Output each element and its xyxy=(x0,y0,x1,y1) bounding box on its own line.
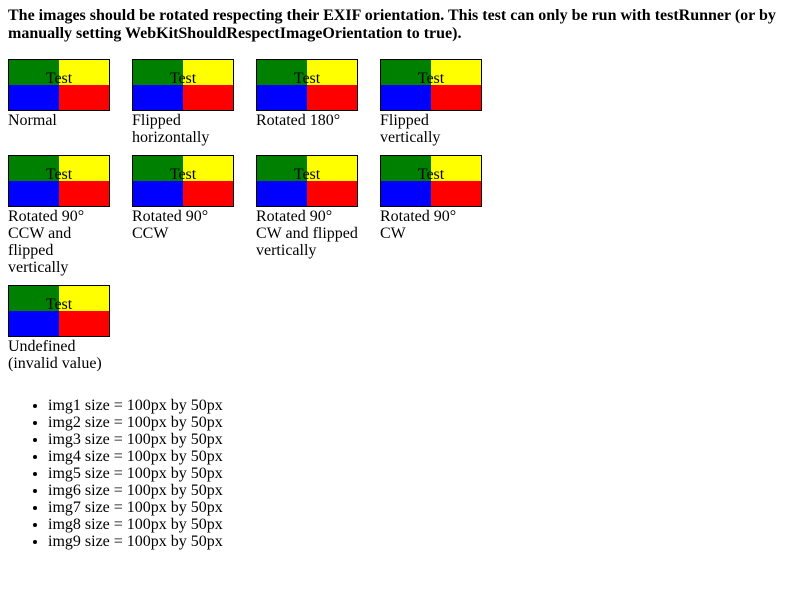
image-label: Test xyxy=(293,70,321,87)
image-cell-1: Test Normal xyxy=(8,59,110,129)
size-list-item: img3 size = 100px by 50px xyxy=(48,431,223,448)
blue-quadrant xyxy=(9,85,59,110)
yellow-quadrant xyxy=(431,156,481,181)
image-size-list: img1 size = 100px by 50px img2 size = 10… xyxy=(8,397,223,550)
size-list-item: img1 size = 100px by 50px xyxy=(48,397,223,414)
image-cell-2: Test Flipped horizontally xyxy=(132,59,234,146)
image-cell-9: Test Undefined (invalid value) xyxy=(8,285,110,372)
blue-quadrant xyxy=(257,85,307,110)
green-quadrant xyxy=(381,156,431,181)
yellow-quadrant xyxy=(59,156,109,181)
blue-quadrant xyxy=(133,181,183,206)
green-quadrant xyxy=(257,156,307,181)
red-quadrant xyxy=(59,311,109,336)
test-image-5: Test xyxy=(8,155,110,207)
red-quadrant xyxy=(307,181,357,206)
test-image-3: Test xyxy=(256,59,358,111)
red-quadrant xyxy=(59,85,109,110)
yellow-quadrant xyxy=(307,60,357,85)
size-list-item: img8 size = 100px by 50px xyxy=(48,516,223,533)
image-label: Test xyxy=(45,296,73,313)
green-quadrant xyxy=(133,60,183,85)
blue-quadrant xyxy=(381,85,431,110)
image-caption: Rotated 180° xyxy=(256,112,341,129)
test-image-6: Test xyxy=(132,155,234,207)
size-list-item: img6 size = 100px by 50px xyxy=(48,482,223,499)
yellow-quadrant xyxy=(183,60,233,85)
test-image-2: Test xyxy=(132,59,234,111)
size-list-item: img4 size = 100px by 50px xyxy=(48,448,223,465)
green-quadrant xyxy=(257,60,307,85)
blue-quadrant xyxy=(9,311,59,336)
image-cell-5: Test Rotated 90° CCW and flipped vertica… xyxy=(8,155,110,276)
yellow-quadrant xyxy=(431,60,481,85)
size-list-item: img2 size = 100px by 50px xyxy=(48,414,223,431)
image-label: Test xyxy=(417,70,445,87)
green-quadrant xyxy=(9,60,59,85)
image-cell-7: Test Rotated 90° CW and flipped vertical… xyxy=(256,155,358,259)
image-label: Test xyxy=(417,166,445,183)
size-list-item: img7 size = 100px by 50px xyxy=(48,499,223,516)
test-image-7: Test xyxy=(256,155,358,207)
image-label: Test xyxy=(45,166,73,183)
blue-quadrant xyxy=(133,85,183,110)
image-cell-4: Test Flipped vertically xyxy=(380,59,482,146)
size-list-item: img9 size = 100px by 50px xyxy=(48,533,223,550)
image-caption: Normal xyxy=(8,112,57,129)
test-image-8: Test xyxy=(380,155,482,207)
image-caption: Rotated 90° CW xyxy=(380,208,457,242)
red-quadrant xyxy=(183,85,233,110)
test-image-4: Test xyxy=(380,59,482,111)
image-caption: Rotated 90° CW and flipped vertically xyxy=(256,208,358,259)
yellow-quadrant xyxy=(183,156,233,181)
size-list-item: img5 size = 100px by 50px xyxy=(48,465,223,482)
image-caption: Rotated 90° CCW xyxy=(132,208,209,242)
blue-quadrant xyxy=(9,181,59,206)
test-image-1: Test xyxy=(8,59,110,111)
blue-quadrant xyxy=(381,181,431,206)
blue-quadrant xyxy=(257,181,307,206)
image-cell-3: Test Rotated 180° xyxy=(256,59,358,129)
image-label: Test xyxy=(45,70,73,87)
test-image-9: Test xyxy=(8,285,110,337)
image-cell-8: Test Rotated 90° CW xyxy=(380,155,482,242)
red-quadrant xyxy=(431,181,481,206)
red-quadrant xyxy=(307,85,357,110)
image-cell-6: Test Rotated 90° CCW xyxy=(132,155,234,242)
image-label: Test xyxy=(293,166,321,183)
page-heading: The images should be rotated respecting … xyxy=(8,7,776,42)
red-quadrant xyxy=(183,181,233,206)
green-quadrant xyxy=(133,156,183,181)
image-caption: Flipped horizontally xyxy=(132,112,210,146)
image-label: Test xyxy=(169,166,197,183)
green-quadrant xyxy=(9,156,59,181)
green-quadrant xyxy=(9,286,59,311)
image-caption: Undefined (invalid value) xyxy=(8,338,102,372)
yellow-quadrant xyxy=(307,156,357,181)
green-quadrant xyxy=(381,60,431,85)
red-quadrant xyxy=(431,85,481,110)
yellow-quadrant xyxy=(59,60,109,85)
image-label: Test xyxy=(169,70,197,87)
yellow-quadrant xyxy=(59,286,109,311)
image-caption: Rotated 90° CCW and flipped vertically xyxy=(8,208,85,276)
red-quadrant xyxy=(59,181,109,206)
image-caption: Flipped vertically xyxy=(380,112,441,146)
